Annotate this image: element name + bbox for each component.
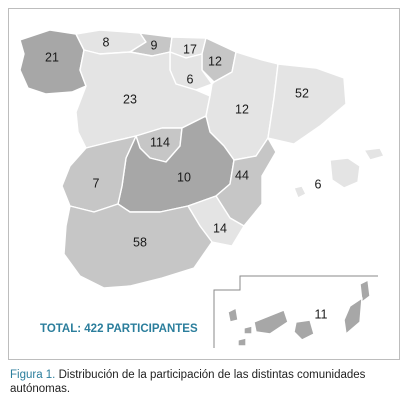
label-andalucia: 58: [133, 235, 147, 249]
region-canarias-el-hierro: [237, 337, 247, 347]
region-galicia: [19, 29, 87, 95]
label-murcia: 14: [213, 221, 227, 235]
figure-caption: Figura 1. Distribución de la participaci…: [10, 368, 402, 396]
label-galicia: 21: [45, 50, 59, 64]
label-navarra: 12: [208, 54, 222, 68]
label-canarias: 11: [315, 307, 328, 321]
label-pais-vasco: 17: [183, 42, 197, 56]
label-cataluna: 52: [295, 86, 309, 100]
caption-prefix: Figura 1.: [10, 369, 56, 381]
label-castilla-y-leon: 23: [123, 92, 137, 106]
region-canarias-tenerife: [253, 309, 289, 335]
region-baleares-menorca: [363, 147, 385, 161]
label-extremadura: 7: [93, 176, 100, 190]
region-canarias-lanzarote: [359, 279, 371, 303]
region-canarias-gran-canaria: [293, 319, 315, 341]
region-cataluna: [267, 63, 347, 145]
label-baleares: 6: [315, 177, 322, 191]
label-aragon: 12: [235, 102, 249, 116]
region-baleares-ibiza: [293, 185, 307, 199]
region-canarias-la-gomera: [243, 325, 253, 335]
label-la-rioja: 6: [187, 72, 194, 86]
region-canarias-fuerteventura: [343, 297, 363, 335]
label-asturias: 8: [103, 35, 110, 49]
region-baleares: [329, 157, 361, 189]
canarias-inset-border: [213, 275, 378, 348]
label-madrid: 114: [150, 135, 170, 149]
label-valencia: 44: [235, 168, 249, 182]
region-andalucia: [63, 203, 213, 289]
label-cantabria: 9: [151, 38, 158, 52]
region-canarias-la-palma: [227, 307, 239, 323]
caption-text: Distribución de la participación de las …: [10, 369, 366, 395]
label-castilla-la-mancha: 10: [177, 170, 191, 184]
total-participants: TOTAL: 422 PARTICIPANTES: [40, 323, 198, 335]
